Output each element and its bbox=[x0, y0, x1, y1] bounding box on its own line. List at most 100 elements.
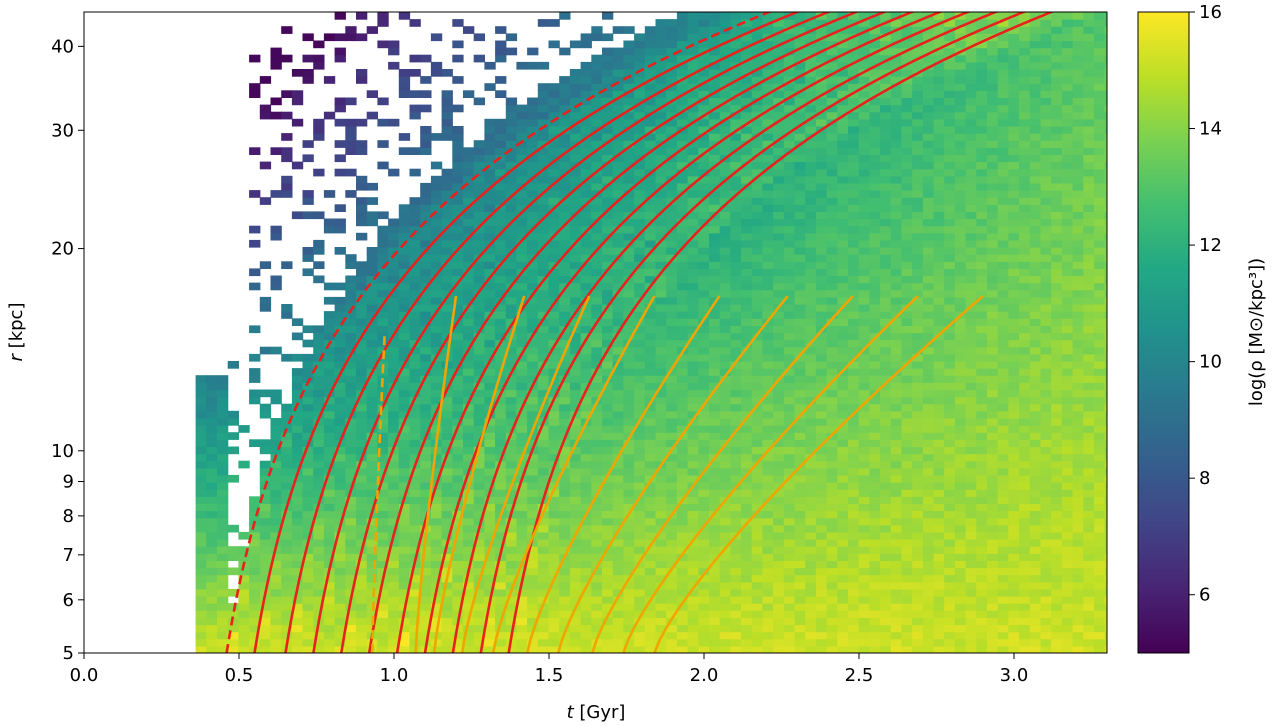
density-cell bbox=[569, 218, 582, 227]
density-cell bbox=[366, 111, 378, 120]
density-cell bbox=[195, 624, 207, 633]
density-cell bbox=[644, 467, 657, 476]
density-cell bbox=[420, 382, 432, 391]
density-cell bbox=[291, 645, 304, 653]
density-cell bbox=[612, 26, 624, 34]
density-cell bbox=[591, 482, 603, 490]
density-cell bbox=[548, 382, 560, 391]
density-cell bbox=[880, 118, 892, 127]
density-cell bbox=[313, 638, 325, 647]
density-cell bbox=[548, 410, 560, 419]
density-cell bbox=[794, 531, 806, 540]
density-cell bbox=[762, 69, 774, 77]
density-cell bbox=[217, 396, 229, 405]
density-cell bbox=[730, 460, 742, 469]
density-cell bbox=[313, 581, 325, 590]
density-cell bbox=[537, 588, 550, 597]
density-cell bbox=[815, 467, 828, 476]
density-cell bbox=[612, 382, 624, 391]
density-cell bbox=[676, 410, 689, 419]
density-cell bbox=[751, 190, 763, 198]
density-cell bbox=[291, 524, 304, 533]
density-cell bbox=[709, 517, 721, 526]
density-cell bbox=[623, 396, 635, 405]
density-cell bbox=[794, 97, 806, 106]
density-cell bbox=[569, 645, 582, 653]
density-cell bbox=[569, 610, 582, 618]
density-cell bbox=[848, 418, 860, 426]
density-cell bbox=[890, 126, 903, 134]
density-cell bbox=[815, 581, 828, 590]
density-cell bbox=[741, 69, 753, 77]
density-cell bbox=[623, 410, 635, 419]
density-cell bbox=[848, 560, 860, 569]
density-cell bbox=[815, 26, 828, 34]
density-cell bbox=[666, 54, 678, 63]
density-cell bbox=[741, 389, 753, 398]
density-cell bbox=[430, 517, 443, 526]
density-cell bbox=[569, 318, 582, 326]
density-cell bbox=[901, 432, 913, 440]
density-cell bbox=[890, 247, 903, 255]
density-cell bbox=[741, 382, 753, 391]
density-cell bbox=[730, 154, 742, 163]
density-cell bbox=[815, 232, 828, 241]
density-cell bbox=[826, 318, 838, 326]
density-cell bbox=[858, 368, 870, 376]
density-cell bbox=[730, 446, 742, 455]
density-cell bbox=[548, 168, 560, 177]
density-cell bbox=[687, 553, 699, 561]
density-cell bbox=[377, 510, 389, 519]
density-cell bbox=[548, 147, 560, 155]
density-cell bbox=[869, 610, 881, 618]
density-cell bbox=[741, 467, 753, 476]
density-cell bbox=[281, 581, 293, 590]
density-cell bbox=[463, 539, 475, 547]
density-cell bbox=[794, 603, 806, 611]
density-cell bbox=[259, 104, 272, 113]
density-cell bbox=[463, 603, 475, 611]
density-cell bbox=[676, 26, 689, 34]
density-cell bbox=[291, 596, 304, 604]
density-cell bbox=[377, 325, 389, 334]
density-cell bbox=[291, 603, 304, 611]
density-cell bbox=[880, 546, 892, 554]
density-cell bbox=[698, 553, 710, 561]
density-cell bbox=[430, 539, 443, 547]
density-cell bbox=[741, 282, 753, 291]
density-cell bbox=[730, 346, 742, 355]
density-cell bbox=[473, 204, 485, 212]
density-cell bbox=[815, 211, 828, 220]
density-cell bbox=[484, 531, 496, 540]
density-cell bbox=[634, 396, 646, 405]
density-cell bbox=[890, 361, 903, 369]
density-cell bbox=[516, 133, 528, 141]
density-cell bbox=[602, 353, 614, 362]
density-cell bbox=[473, 624, 485, 633]
density-cell bbox=[848, 624, 860, 633]
density-cell bbox=[794, 553, 806, 561]
density-cell bbox=[719, 247, 731, 255]
density-cell bbox=[452, 239, 464, 248]
density-cell bbox=[377, 503, 389, 512]
density-cell bbox=[495, 190, 507, 198]
density-cell bbox=[783, 318, 796, 326]
density-cell bbox=[730, 40, 742, 49]
density-cell bbox=[612, 353, 624, 362]
density-cell bbox=[751, 69, 763, 77]
density-cell bbox=[580, 225, 592, 234]
density-cell bbox=[559, 204, 571, 212]
density-cell bbox=[591, 339, 603, 348]
density-cell bbox=[537, 389, 550, 398]
density-cell bbox=[409, 54, 421, 63]
density-cell bbox=[206, 403, 218, 412]
density-cell bbox=[463, 560, 475, 569]
density-cell bbox=[345, 147, 357, 155]
density-cell bbox=[323, 624, 336, 633]
density-cell bbox=[602, 403, 614, 412]
density-cell bbox=[687, 111, 699, 120]
density-cell bbox=[302, 33, 314, 42]
density-cell bbox=[687, 353, 699, 362]
density-cell bbox=[238, 531, 250, 540]
density-cell bbox=[356, 339, 368, 348]
